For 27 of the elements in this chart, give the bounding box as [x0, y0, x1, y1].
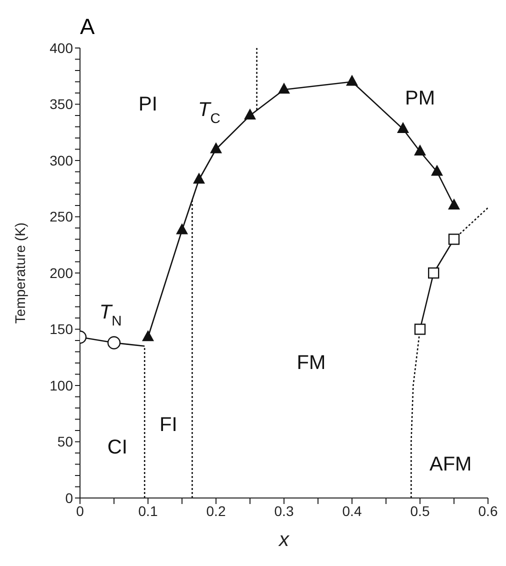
y-tick-label: 350	[50, 96, 74, 112]
y-tick-label: 400	[50, 40, 74, 56]
annotation: CI	[107, 436, 128, 458]
x-axis-title: x	[278, 529, 290, 551]
annotation: PM	[405, 88, 435, 110]
y-tick-label: 300	[50, 152, 74, 168]
annotation: FM	[296, 352, 326, 374]
y-tick-label: 200	[50, 264, 74, 281]
y-tick-label: 250	[50, 208, 74, 225]
annotation: AFM	[429, 453, 472, 476]
annotation: PI	[138, 93, 158, 116]
x-tick-label: 0.2	[206, 502, 226, 519]
x-tick-label: 0.5	[410, 502, 430, 519]
annotation: T$_{N}$	[99, 301, 122, 328]
chart-title: A	[80, 14, 95, 39]
x-tick-label: 0.6	[478, 502, 498, 519]
annotation: FI	[160, 414, 178, 436]
x-tick-label: 0.4	[342, 502, 362, 519]
y-tick-label: 50	[57, 434, 74, 450]
y-tick-label: 150	[50, 321, 74, 338]
y-tick-label: 0	[65, 490, 74, 506]
y-axis-title: Temperature (K)	[12, 222, 28, 324]
x-tick-label: 0	[76, 502, 84, 519]
annotation: T$_{C}$	[198, 98, 220, 126]
x-tick-label: 0.1	[138, 502, 158, 519]
y-tick-label: 100	[50, 377, 74, 394]
x-tick-label: 0.3	[274, 502, 294, 519]
